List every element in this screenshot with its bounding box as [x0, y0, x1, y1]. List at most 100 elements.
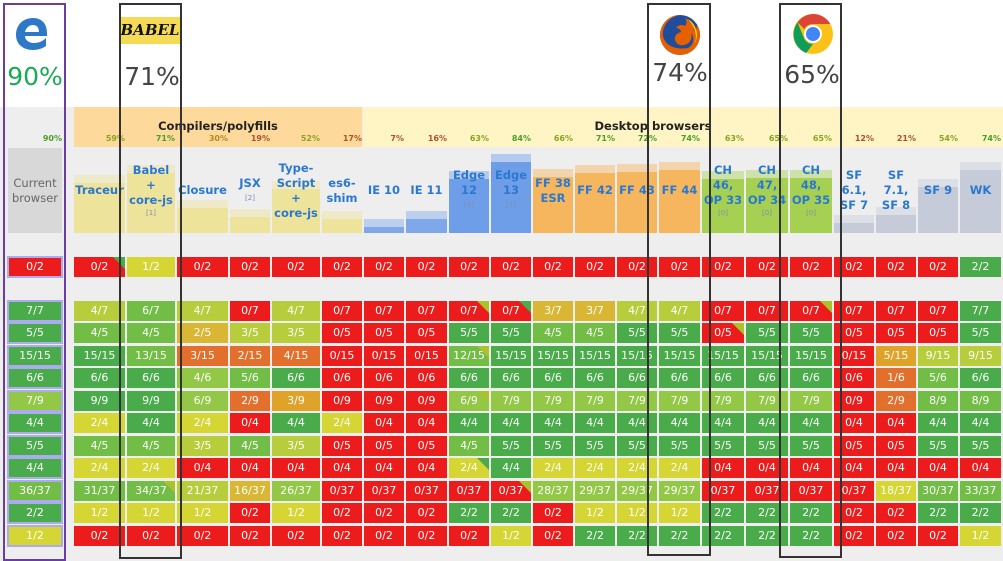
result-cell: 0/7: [322, 301, 362, 321]
column-name[interactable]: Edge 13: [494, 168, 528, 197]
column-name[interactable]: Edge 12: [452, 168, 486, 197]
column-header-ch-48,-op-35[interactable]: CH 48, OP 35 [0]: [790, 148, 832, 233]
column-name[interactable]: SF 7.1, SF 8: [881, 168, 911, 212]
result-text: 0/7: [887, 304, 905, 317]
footnote-ref[interactable]: [0]: [718, 209, 728, 217]
column-header-sf-9[interactable]: SF 9: [918, 148, 958, 233]
column-header-edge-12[interactable]: Edge 12 [3]: [449, 148, 489, 233]
result-cell: 0/2: [272, 525, 320, 546]
result-cell: 0/2: [533, 503, 573, 524]
column-name[interactable]: Closure: [178, 183, 227, 197]
result-text: 2/2: [758, 506, 776, 520]
result-text: 0/2: [26, 260, 44, 273]
result-text: 0/2: [90, 260, 109, 273]
result-cell: 0/7: [876, 301, 916, 321]
result-text: 9/15: [925, 348, 951, 362]
column-name[interactable]: Traceur: [75, 183, 124, 197]
column-header-ff-42[interactable]: FF 42: [575, 148, 615, 233]
result-cell: 2/15: [230, 345, 270, 366]
column-header-jsx[interactable]: JSX [2]: [230, 148, 270, 233]
column-name[interactable]: FF 43: [619, 183, 655, 197]
result-cell: 3/15: [177, 345, 228, 366]
result-text: 1/2: [670, 506, 689, 520]
column-header-babel-+-core-js[interactable]: Babel + core-js [1]: [127, 148, 175, 233]
result-text: 5/5: [758, 326, 776, 340]
result-cell: 15/15: [491, 345, 531, 366]
result-text: 6/6: [586, 371, 604, 385]
column-name[interactable]: FF 38 ESR: [535, 175, 571, 205]
column-header-ff-43[interactable]: FF 43: [617, 148, 657, 233]
column-name[interactable]: CH 48, OP 35: [791, 163, 831, 207]
column-name[interactable]: CH 47, OP 34: [747, 163, 787, 207]
result-text: 0/4: [802, 461, 820, 475]
column-header-current-browser[interactable]: Current browser: [8, 148, 62, 233]
column-name[interactable]: JSX: [239, 175, 261, 190]
footnote-ref[interactable]: [3]: [464, 201, 474, 209]
result-cell: 5/5: [575, 435, 615, 456]
result-cell: 0/2: [449, 257, 489, 277]
column-header-type--script-+-core-js[interactable]: Type- Script + core-js: [272, 148, 320, 233]
column-header-ff-38-esr[interactable]: FF 38 ESR: [533, 148, 573, 233]
result-text: 0/5: [375, 326, 393, 340]
result-text: 0/2: [460, 528, 478, 542]
score-bar: [491, 161, 531, 233]
result-cell: 0/37: [491, 480, 531, 501]
column-name[interactable]: FF 44: [661, 183, 698, 197]
column-header-ie-11[interactable]: IE 11: [406, 148, 447, 233]
result-text: 0/6: [333, 371, 351, 385]
result-text: 5/5: [971, 326, 990, 340]
column-header-es6--shim[interactable]: es6- shim: [322, 148, 362, 233]
result-text: 0/15: [841, 348, 867, 362]
result-cell: 6/6: [272, 368, 320, 389]
result-cell: 0/2: [491, 257, 531, 277]
result-text: 6/6: [714, 371, 732, 385]
result-text: 4/15: [283, 348, 309, 362]
column-header-traceur[interactable]: Traceur: [74, 148, 125, 233]
column-name[interactable]: es6- shim: [326, 175, 358, 205]
result-cell: 0/2: [876, 257, 916, 277]
column-name[interactable]: IE 11: [410, 183, 443, 197]
footnote-ref[interactable]: [0]: [762, 209, 772, 217]
flag-corner: [477, 390, 489, 403]
result-cell: 0/4: [960, 458, 1001, 479]
column-header-ch-47,-op-34[interactable]: CH 47, OP 34 [0]: [746, 148, 788, 233]
column-name[interactable]: Babel + core-js: [129, 163, 173, 207]
column-header-ff-44[interactable]: FF 44: [659, 148, 700, 233]
column-header-edge-13[interactable]: Edge 13 [3]: [491, 148, 531, 233]
column-name[interactable]: IE 10: [367, 183, 401, 197]
result-text: 4/6: [193, 371, 212, 385]
column-name[interactable]: CH 46, OP 33: [703, 163, 743, 207]
column-name[interactable]: WK: [969, 183, 992, 197]
result-text: 6/6: [971, 371, 990, 385]
column-name[interactable]: FF 42: [577, 183, 613, 197]
result-text: 0/4: [375, 416, 393, 430]
result-cell: 4/4: [575, 413, 615, 434]
result-text: 4/5: [90, 438, 109, 452]
column-name[interactable]: SF 6.1, SF 7: [839, 168, 869, 212]
result-cell: 5/6: [918, 368, 958, 389]
result-cell: 0/4: [364, 458, 404, 479]
flag-corner: [477, 345, 489, 358]
result-cell: 9/9: [127, 390, 175, 411]
column-name[interactable]: Current browser: [11, 175, 58, 205]
result-cell: 5/5: [960, 435, 1001, 456]
footnote-ref[interactable]: [3]: [506, 201, 516, 209]
column-name[interactable]: Type- Script + core-js: [274, 160, 318, 220]
column-header-wk[interactable]: WK: [960, 148, 1001, 233]
flag-corner: [820, 301, 832, 313]
footnote-ref[interactable]: [2]: [245, 193, 255, 202]
result-cell: 0/2: [177, 525, 228, 546]
column-name[interactable]: SF 9: [923, 183, 953, 197]
result-cell: 0/2: [74, 257, 125, 277]
column-header-closure[interactable]: Closure: [177, 148, 228, 233]
result-text: 8/9: [929, 393, 947, 407]
column-header-sf-7.1,-sf-8[interactable]: SF 7.1, SF 8: [876, 148, 916, 233]
footnote-ref[interactable]: [0]: [806, 209, 816, 217]
result-text: 2/2: [586, 528, 604, 542]
result-cell: 0/2: [74, 525, 125, 546]
column-header-ie-10[interactable]: IE 10: [364, 148, 404, 233]
result-text: 7/7: [971, 304, 990, 317]
result-text: 15/15: [621, 348, 653, 362]
result-text: 4/4: [26, 416, 44, 430]
footnote-ref[interactable]: [1]: [146, 209, 156, 217]
